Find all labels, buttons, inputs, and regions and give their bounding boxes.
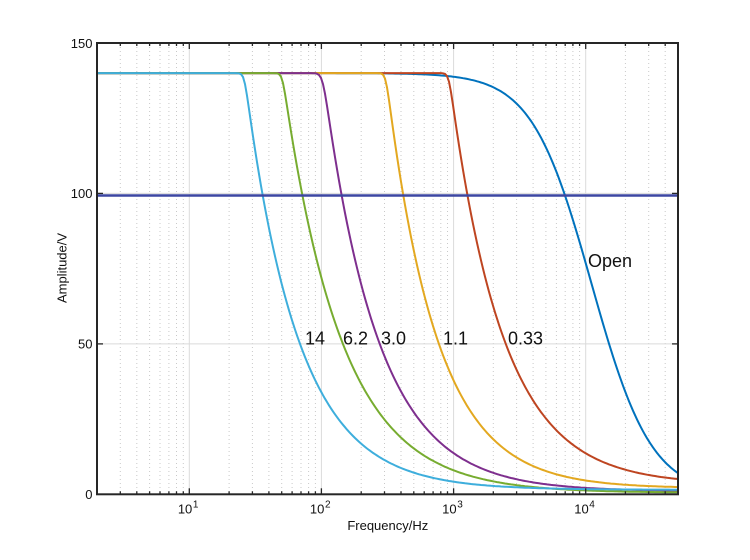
svg-text:50: 50	[78, 337, 92, 352]
svg-text:3: 3	[457, 500, 463, 511]
svg-text:Frequency/Hz: Frequency/Hz	[347, 518, 428, 533]
svg-text:Amplitude/V: Amplitude/V	[55, 233, 70, 303]
svg-text:10: 10	[574, 502, 588, 517]
svg-text:Open: Open	[588, 251, 632, 271]
svg-text:10: 10	[442, 502, 456, 517]
svg-text:3.0: 3.0	[381, 329, 406, 349]
svg-text:100: 100	[71, 186, 93, 201]
svg-text:1.1: 1.1	[443, 329, 468, 349]
svg-text:10: 10	[310, 502, 324, 517]
svg-text:6.2: 6.2	[343, 329, 368, 349]
svg-text:0: 0	[85, 487, 92, 502]
svg-text:10: 10	[178, 502, 192, 517]
svg-text:0.33: 0.33	[508, 329, 543, 349]
svg-text:1: 1	[193, 500, 199, 511]
svg-text:4: 4	[589, 500, 595, 511]
svg-text:150: 150	[71, 36, 93, 51]
svg-text:14: 14	[305, 329, 325, 349]
svg-text:2: 2	[325, 500, 331, 511]
